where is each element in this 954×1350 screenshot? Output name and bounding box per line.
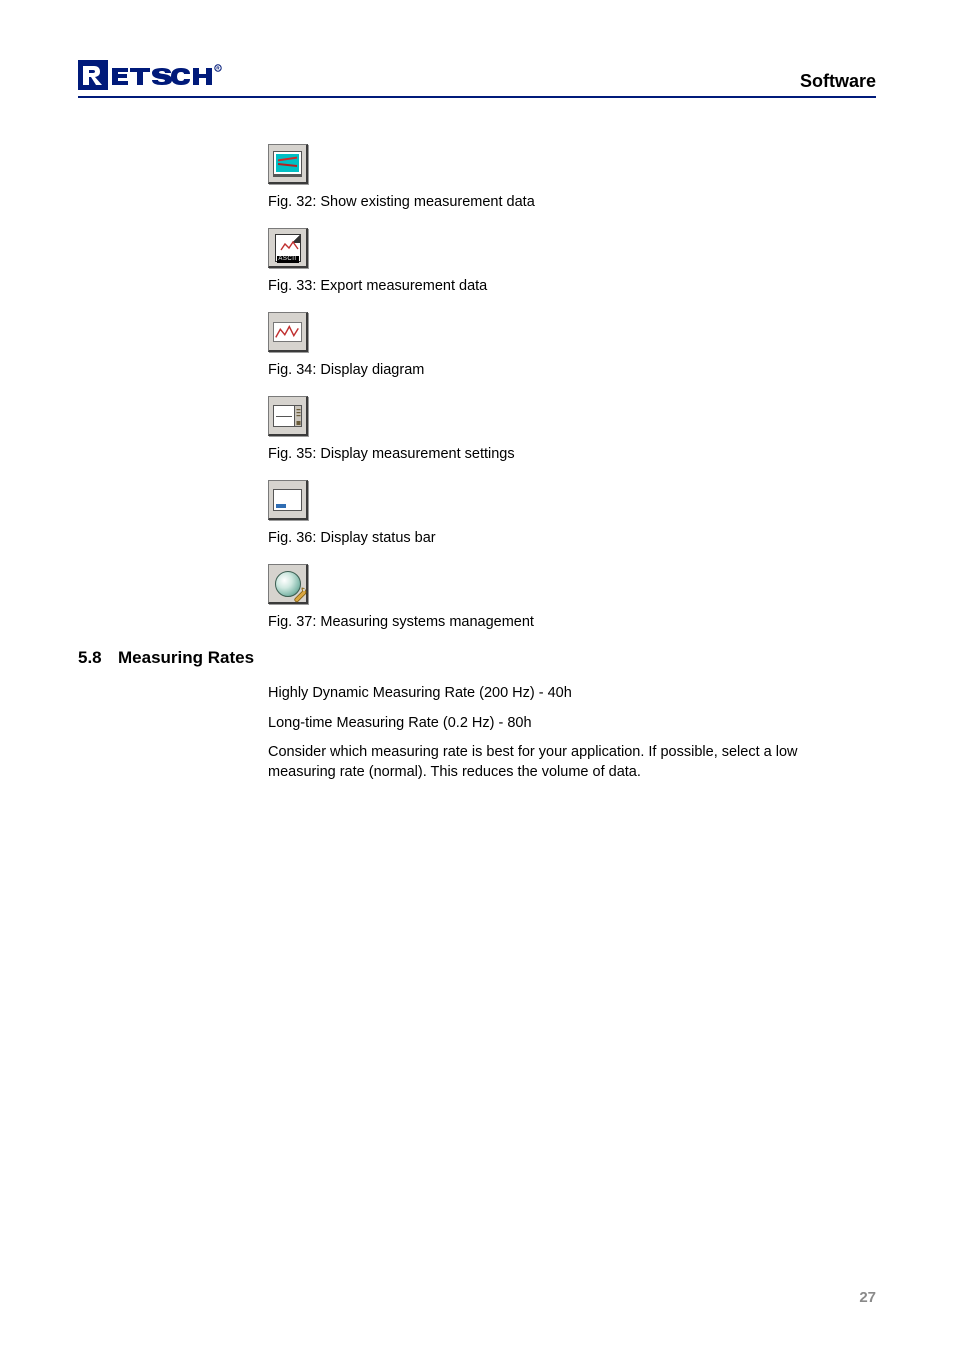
figure-caption: Fig. 35: Display measurement settings [268,446,876,462]
status-bar-icon [268,480,308,520]
figure-caption: Fig. 37: Measuring systems management [268,614,876,630]
globe-wrench-icon [268,564,308,604]
wrench-icon [290,586,308,604]
monitor-chart-icon [268,144,308,184]
figure-caption: Fig. 34: Display diagram [268,362,876,378]
paragraph: Long-time Measuring Rate (0.2 Hz) - 80h [268,714,828,734]
paragraph: Highly Dynamic Measuring Rate (200 Hz) -… [268,684,828,704]
section-heading: 5.8 Measuring Rates [78,648,876,668]
page: Software Fig. 32: Show existing measurem… [0,0,954,1350]
settings-panel-icon [268,396,308,436]
paragraph: Consider which measuring rate is best fo… [268,743,828,782]
page-number: 27 [859,1289,876,1306]
figure-caption: Fig. 32: Show existing measurement data [268,194,876,210]
export-ascii-icon: ASCII [268,228,308,268]
main-content: Fig. 32: Show existing measurement data … [268,144,876,782]
figure-caption: Fig. 33: Export measurement data [268,278,876,294]
brand-logo [78,60,236,92]
diagram-icon [268,312,308,352]
page-header: Software [78,60,876,98]
header-section-title: Software [800,71,876,92]
ascii-label: ASCII [277,256,299,263]
figure-caption: Fig. 36: Display status bar [268,530,876,546]
retsch-logo-icon [78,60,236,92]
section-title: Measuring Rates [118,648,254,668]
section-number: 5.8 [78,648,118,668]
